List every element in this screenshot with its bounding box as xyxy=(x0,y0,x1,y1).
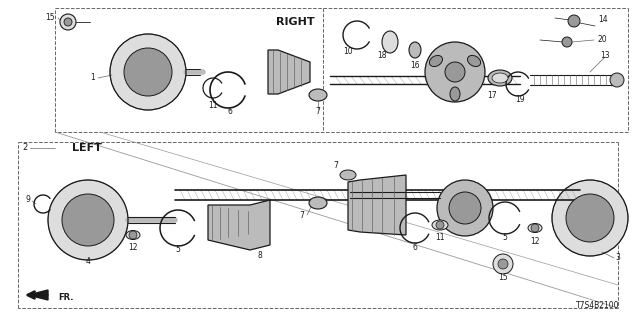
Ellipse shape xyxy=(450,87,460,101)
Polygon shape xyxy=(268,50,310,94)
Circle shape xyxy=(568,15,580,27)
Ellipse shape xyxy=(492,73,508,83)
Circle shape xyxy=(110,34,186,110)
Text: T7S4B2100: T7S4B2100 xyxy=(576,301,620,310)
Ellipse shape xyxy=(309,89,327,101)
Ellipse shape xyxy=(432,220,448,230)
Circle shape xyxy=(445,62,465,82)
Text: 14: 14 xyxy=(598,15,607,25)
Text: 4: 4 xyxy=(86,258,90,267)
Text: 7: 7 xyxy=(316,108,321,116)
Circle shape xyxy=(437,180,493,236)
Circle shape xyxy=(60,14,76,30)
Text: 7: 7 xyxy=(299,211,304,220)
Text: 3: 3 xyxy=(615,253,620,262)
Circle shape xyxy=(562,37,572,47)
Circle shape xyxy=(62,194,114,246)
Ellipse shape xyxy=(488,70,512,86)
Ellipse shape xyxy=(467,55,481,67)
Text: 10: 10 xyxy=(343,47,353,57)
Text: LEFT: LEFT xyxy=(72,143,102,153)
Text: 15: 15 xyxy=(45,13,55,22)
Text: RIGHT: RIGHT xyxy=(276,17,314,27)
Circle shape xyxy=(498,259,508,269)
Circle shape xyxy=(531,224,539,232)
Text: 15: 15 xyxy=(498,274,508,283)
Text: 16: 16 xyxy=(410,61,420,70)
Circle shape xyxy=(48,180,128,260)
Text: 12: 12 xyxy=(531,237,540,246)
Text: 5: 5 xyxy=(175,245,180,254)
Circle shape xyxy=(449,192,481,224)
Circle shape xyxy=(64,18,72,26)
Circle shape xyxy=(425,42,485,102)
Text: 6: 6 xyxy=(413,243,417,252)
Ellipse shape xyxy=(528,223,542,233)
Ellipse shape xyxy=(409,42,421,58)
Text: 1: 1 xyxy=(90,74,95,83)
Ellipse shape xyxy=(429,55,442,67)
Text: 8: 8 xyxy=(258,251,262,260)
Circle shape xyxy=(552,180,628,256)
Text: 11: 11 xyxy=(208,100,218,109)
Text: 11: 11 xyxy=(435,234,445,243)
Text: 18: 18 xyxy=(377,51,387,60)
Text: 2: 2 xyxy=(22,143,28,153)
Ellipse shape xyxy=(382,31,398,53)
Polygon shape xyxy=(208,200,270,250)
Circle shape xyxy=(493,254,513,274)
Text: 20: 20 xyxy=(598,36,607,44)
Circle shape xyxy=(124,48,172,96)
Text: 6: 6 xyxy=(228,108,232,116)
Text: FR.: FR. xyxy=(58,293,74,302)
Ellipse shape xyxy=(126,230,140,239)
Text: 9: 9 xyxy=(25,196,30,204)
Text: 17: 17 xyxy=(487,92,497,100)
Circle shape xyxy=(129,231,137,239)
Ellipse shape xyxy=(309,197,327,209)
Text: 7: 7 xyxy=(333,161,338,170)
Circle shape xyxy=(436,221,444,229)
Text: 5: 5 xyxy=(502,234,508,243)
Circle shape xyxy=(566,194,614,242)
Text: 12: 12 xyxy=(128,244,138,252)
Text: 13: 13 xyxy=(600,51,610,60)
Polygon shape xyxy=(28,290,48,300)
Ellipse shape xyxy=(340,170,356,180)
Polygon shape xyxy=(348,175,406,235)
Circle shape xyxy=(610,73,624,87)
Text: 19: 19 xyxy=(515,95,525,105)
